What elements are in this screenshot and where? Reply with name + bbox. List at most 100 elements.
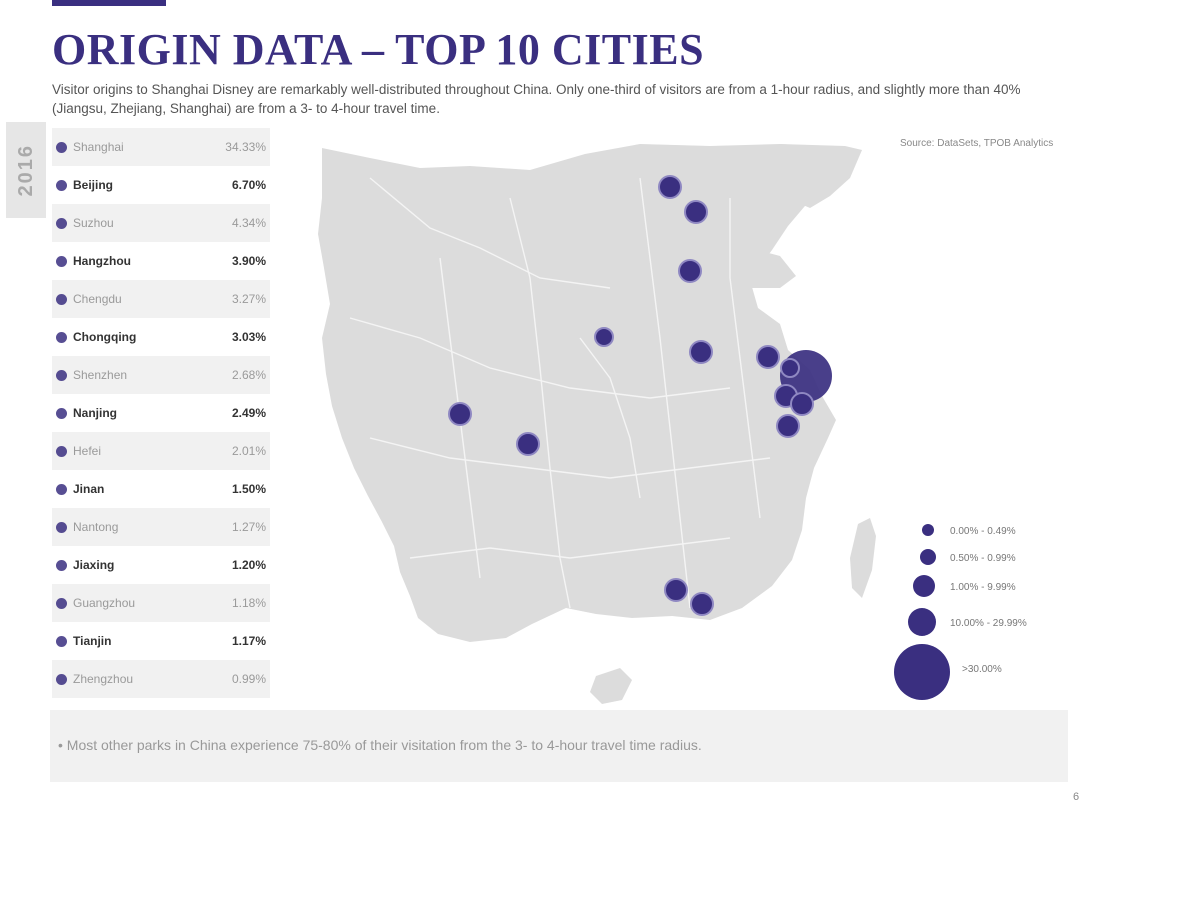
city-name: Guangzhou xyxy=(73,596,136,610)
city-name: Nanjing xyxy=(73,406,117,420)
city-row: Tianjin 1.17% xyxy=(52,622,270,660)
city-row: Shenzhen 2.68% xyxy=(52,356,270,394)
legend-dot-3 xyxy=(913,575,935,597)
hainan-shape xyxy=(590,668,632,704)
bubble-tianjin xyxy=(684,200,708,224)
city-name: Hangzhou xyxy=(73,254,131,268)
city-bullet-icon xyxy=(56,331,67,343)
city-bullet-icon xyxy=(56,407,67,419)
city-row: Hangzhou 3.90% xyxy=(52,242,270,280)
bubble-jiaxing xyxy=(790,392,814,416)
city-name: Suzhou xyxy=(73,216,114,230)
legend-dot-2 xyxy=(920,549,936,565)
northeast-shape xyxy=(780,144,862,208)
bubble-nantong xyxy=(780,358,800,378)
city-name: Shanghai xyxy=(73,140,124,154)
city-share: 1.20% xyxy=(231,558,266,572)
bubble-chongqing xyxy=(516,432,540,456)
legend-label-1: 0.00% - 0.49% xyxy=(950,526,1016,537)
city-name: Beijing xyxy=(73,178,114,192)
city-share: 6.70% xyxy=(231,178,266,192)
city-ranking-table: Shanghai 34.33% Beijing 6.70% Suzhou 4.34% Han… xyxy=(52,128,270,698)
city-row: Suzhou 4.34% xyxy=(52,204,270,242)
taiwan-shape xyxy=(850,518,876,598)
side-year-label: 2016 xyxy=(14,143,37,197)
city-bullet-icon xyxy=(56,597,67,609)
city-bullet-icon xyxy=(56,483,67,495)
bubble-beijing xyxy=(658,175,682,199)
city-share: 0.99% xyxy=(231,672,266,686)
city-name: Jiaxing xyxy=(73,558,115,572)
city-name: Chongqing xyxy=(73,330,137,344)
city-bullet-icon xyxy=(56,255,67,267)
city-bullet-icon xyxy=(56,445,67,457)
city-bullet-icon xyxy=(56,635,67,647)
side-year-tab: 2016 xyxy=(6,122,46,218)
legend-label-2: 0.50% - 0.99% xyxy=(950,553,1016,564)
bubble-zhengzhou xyxy=(594,327,614,347)
city-share: 3.27% xyxy=(231,292,266,306)
city-name: Hefei xyxy=(73,444,102,458)
city-share: 2.01% xyxy=(231,444,266,458)
city-bullet-icon xyxy=(56,559,67,571)
city-bullet-icon xyxy=(56,673,67,685)
footnote-text: • Most other parks in China experience 7… xyxy=(58,737,702,753)
shandong-shape xyxy=(710,248,796,288)
city-row: Zhengzhou 0.99% xyxy=(52,660,270,698)
footnote-box: • Most other parks in China experience 7… xyxy=(50,710,1068,782)
china-origin-map: 0.00% - 0.49% 0.50% - 0.99% 1.00% - 9.99… xyxy=(310,138,1090,710)
city-share: 4.34% xyxy=(231,216,266,230)
bubble-chengdu xyxy=(448,402,472,426)
city-name: Zhengzhou xyxy=(73,672,134,686)
city-name: Tianjin xyxy=(73,634,112,648)
legend-dot-1 xyxy=(922,524,934,536)
legend-label-3: 1.00% - 9.99% xyxy=(950,582,1016,593)
city-bubbles xyxy=(448,175,832,616)
city-share: 2.68% xyxy=(231,368,266,382)
city-bullet-icon xyxy=(56,217,67,229)
source-note: Source: DataSets, TPOB Analytics xyxy=(900,138,1054,149)
city-bullet-icon xyxy=(56,293,67,305)
city-row: Guangzhou 1.18% xyxy=(52,584,270,622)
legend-dot-4 xyxy=(908,608,936,636)
bubble-nanjing xyxy=(756,345,780,369)
city-share: 3.90% xyxy=(231,254,266,268)
city-share: 1.18% xyxy=(231,596,266,610)
city-name: Jinan xyxy=(73,482,105,496)
city-row: Jiaxing 1.20% xyxy=(52,546,270,584)
city-row: Nanjing 2.49% xyxy=(52,394,270,432)
city-bullet-icon xyxy=(56,141,67,153)
city-share: 1.17% xyxy=(231,634,266,648)
city-share: 3.03% xyxy=(231,330,266,344)
city-share: 1.50% xyxy=(231,482,266,496)
bubble-hangzhou xyxy=(776,414,800,438)
city-name: Nantong xyxy=(73,520,119,534)
city-share: 2.49% xyxy=(231,406,266,420)
city-row: Jinan 1.50% xyxy=(52,470,270,508)
page-title: ORIGIN DATA – TOP 10 CITIES xyxy=(52,25,705,74)
city-row: Chengdu 3.27% xyxy=(52,280,270,318)
legend-label-5: >30.00% xyxy=(962,664,1002,675)
city-row: Chongqing 3.03% xyxy=(52,318,270,356)
page-number: 6 xyxy=(1073,791,1080,803)
legend-dot-5 xyxy=(894,644,950,700)
city-name: Chengdu xyxy=(73,292,122,306)
bubble-shenzhen xyxy=(690,592,714,616)
city-bullet-icon xyxy=(56,369,67,381)
intro-paragraph: Visitor origins to Shanghai Disney are r… xyxy=(52,82,1021,116)
city-bullet-icon xyxy=(56,521,67,533)
city-name: Shenzhen xyxy=(73,368,128,382)
city-share: 34.33% xyxy=(225,140,266,154)
bubble-guangzhou xyxy=(664,578,688,602)
city-row: Shanghai 34.33% xyxy=(52,128,270,166)
legend-label-4: 10.00% - 29.99% xyxy=(950,618,1027,629)
map-legend: 0.00% - 0.49% 0.50% - 0.99% 1.00% - 9.99… xyxy=(894,524,1027,700)
city-row: Beijing 6.70% xyxy=(52,166,270,204)
bubble-jinan xyxy=(678,259,702,283)
city-bullet-icon xyxy=(56,179,67,191)
bubble-hefei xyxy=(689,340,713,364)
city-row: Nantong 1.27% xyxy=(52,508,270,546)
map-svg: 0.00% - 0.49% 0.50% - 0.99% 1.00% - 9.99… xyxy=(318,144,1027,704)
city-share: 1.27% xyxy=(231,520,266,534)
top-accent-rule xyxy=(52,0,166,6)
